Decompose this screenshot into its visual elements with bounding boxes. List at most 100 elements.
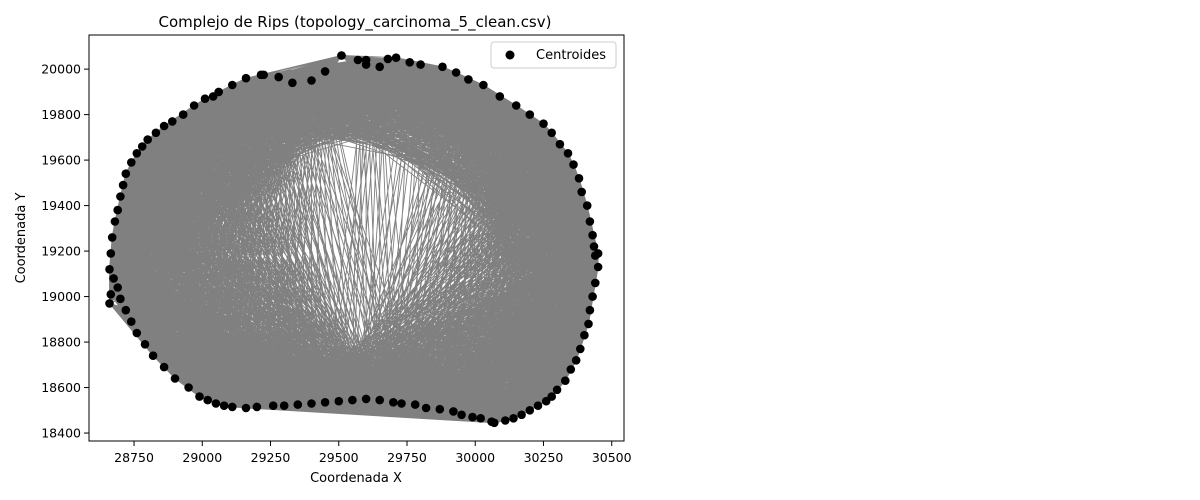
centroid-point — [547, 128, 556, 138]
centroid-point — [584, 319, 593, 329]
centroid-point — [533, 401, 543, 411]
centroid-point — [501, 416, 510, 425]
centroid-point — [143, 135, 152, 144]
centroid-point — [541, 396, 551, 406]
centroid-point — [509, 414, 518, 423]
centroid-point — [259, 70, 269, 80]
centroid-point — [320, 398, 330, 407]
centroid-point — [479, 80, 488, 90]
x-tick-label: 29750 — [387, 450, 427, 465]
x-axis-ticks: 28750 29000 29250 29500 29750 30000 30250 30500 — [114, 441, 632, 465]
y-tick-label: 19400 — [41, 198, 81, 213]
centroid-point — [389, 398, 398, 407]
centroid-point — [561, 376, 570, 386]
centroid-point — [566, 365, 576, 374]
centroid-point — [438, 62, 447, 72]
centroid-point — [127, 158, 136, 167]
centroid-point — [334, 396, 344, 406]
centroid-point — [109, 274, 118, 283]
centroid-point — [320, 67, 330, 76]
centroid-point — [588, 230, 597, 240]
centroid-point — [208, 92, 218, 101]
centroid-point — [361, 55, 371, 65]
centroid-point — [293, 400, 303, 409]
centroid-point — [288, 78, 297, 88]
centroid-point — [397, 399, 406, 408]
centroid-point — [116, 294, 125, 304]
centroid-point — [107, 233, 117, 242]
centroid-point — [137, 142, 147, 151]
legend: Centroides — [490, 41, 617, 69]
centroid-point — [539, 119, 548, 128]
centroid-point — [555, 139, 565, 149]
rips-edges — [109, 55, 599, 424]
centroid-point — [106, 249, 116, 258]
centroid-point — [279, 401, 289, 411]
centroid-point — [116, 192, 125, 201]
centroid-point — [113, 283, 122, 292]
centroid-point — [159, 121, 169, 131]
centroid-point — [476, 414, 486, 423]
y-tick-label: 19200 — [41, 244, 81, 259]
centroid-point — [375, 62, 385, 72]
centroid-point — [121, 169, 131, 178]
centroid-point — [468, 412, 477, 422]
centroid-point — [591, 278, 600, 288]
centroid-point — [451, 68, 461, 77]
centroid-point — [525, 406, 535, 415]
centroid-point — [435, 404, 445, 414]
centroid-point — [576, 344, 585, 354]
centroid-point — [569, 160, 578, 169]
centroid-point — [337, 51, 346, 60]
centroid-point — [577, 187, 586, 197]
centroid-point — [348, 395, 357, 405]
centroid-point — [211, 399, 221, 408]
centroid-point — [383, 54, 393, 64]
centroid-point — [132, 328, 142, 338]
centroid-point — [449, 407, 458, 416]
x-axis-label: Coordenada X — [310, 471, 402, 486]
centroid-point — [241, 403, 251, 413]
centroid-point — [159, 362, 169, 372]
centroid-point — [585, 305, 595, 315]
centroid-point — [589, 242, 599, 251]
centroid-point — [106, 290, 116, 299]
centroid-point — [252, 402, 262, 412]
centroid-point — [361, 394, 371, 404]
centroid-point — [588, 292, 597, 301]
centroid-point — [495, 92, 505, 101]
centroid-point — [593, 262, 603, 272]
x-tick-label: 29250 — [251, 450, 291, 465]
centroid-point — [563, 149, 573, 158]
centroid-point — [405, 58, 415, 67]
x-tick-label: 30000 — [455, 450, 495, 465]
y-tick-label: 18600 — [41, 380, 81, 395]
centroid-point — [151, 128, 161, 138]
chart-title: Complejo de Rips (topology_carcinoma_5_c… — [159, 13, 552, 32]
legend-marker — [505, 50, 515, 60]
x-tick-label: 30500 — [592, 450, 632, 465]
rips-edge-lines — [109, 55, 599, 424]
centroid-point — [228, 80, 237, 90]
centroid-points — [105, 51, 603, 428]
y-tick-label: 18400 — [41, 426, 81, 441]
centroid-point — [593, 249, 603, 258]
centroid-point — [219, 401, 229, 411]
centroid-point — [168, 117, 177, 126]
centroid-point — [416, 60, 425, 69]
centroid-point — [574, 174, 584, 183]
centroid-point — [121, 305, 131, 315]
y-axis-ticks: 18400 18600 18800 19000 19200 19400 19600 19800… — [41, 62, 89, 441]
plot-area — [88, 34, 625, 442]
centroid-point — [148, 351, 158, 361]
centroid-point — [552, 385, 562, 395]
centroid-point — [391, 53, 401, 62]
x-tick-label: 29000 — [182, 450, 222, 465]
centroid-point — [184, 383, 193, 392]
y-tick-label: 19000 — [41, 289, 81, 304]
centroid-point — [127, 317, 136, 326]
centroid-point — [421, 403, 431, 413]
centroid-point — [110, 217, 120, 226]
y-tick-label: 18800 — [41, 335, 81, 350]
